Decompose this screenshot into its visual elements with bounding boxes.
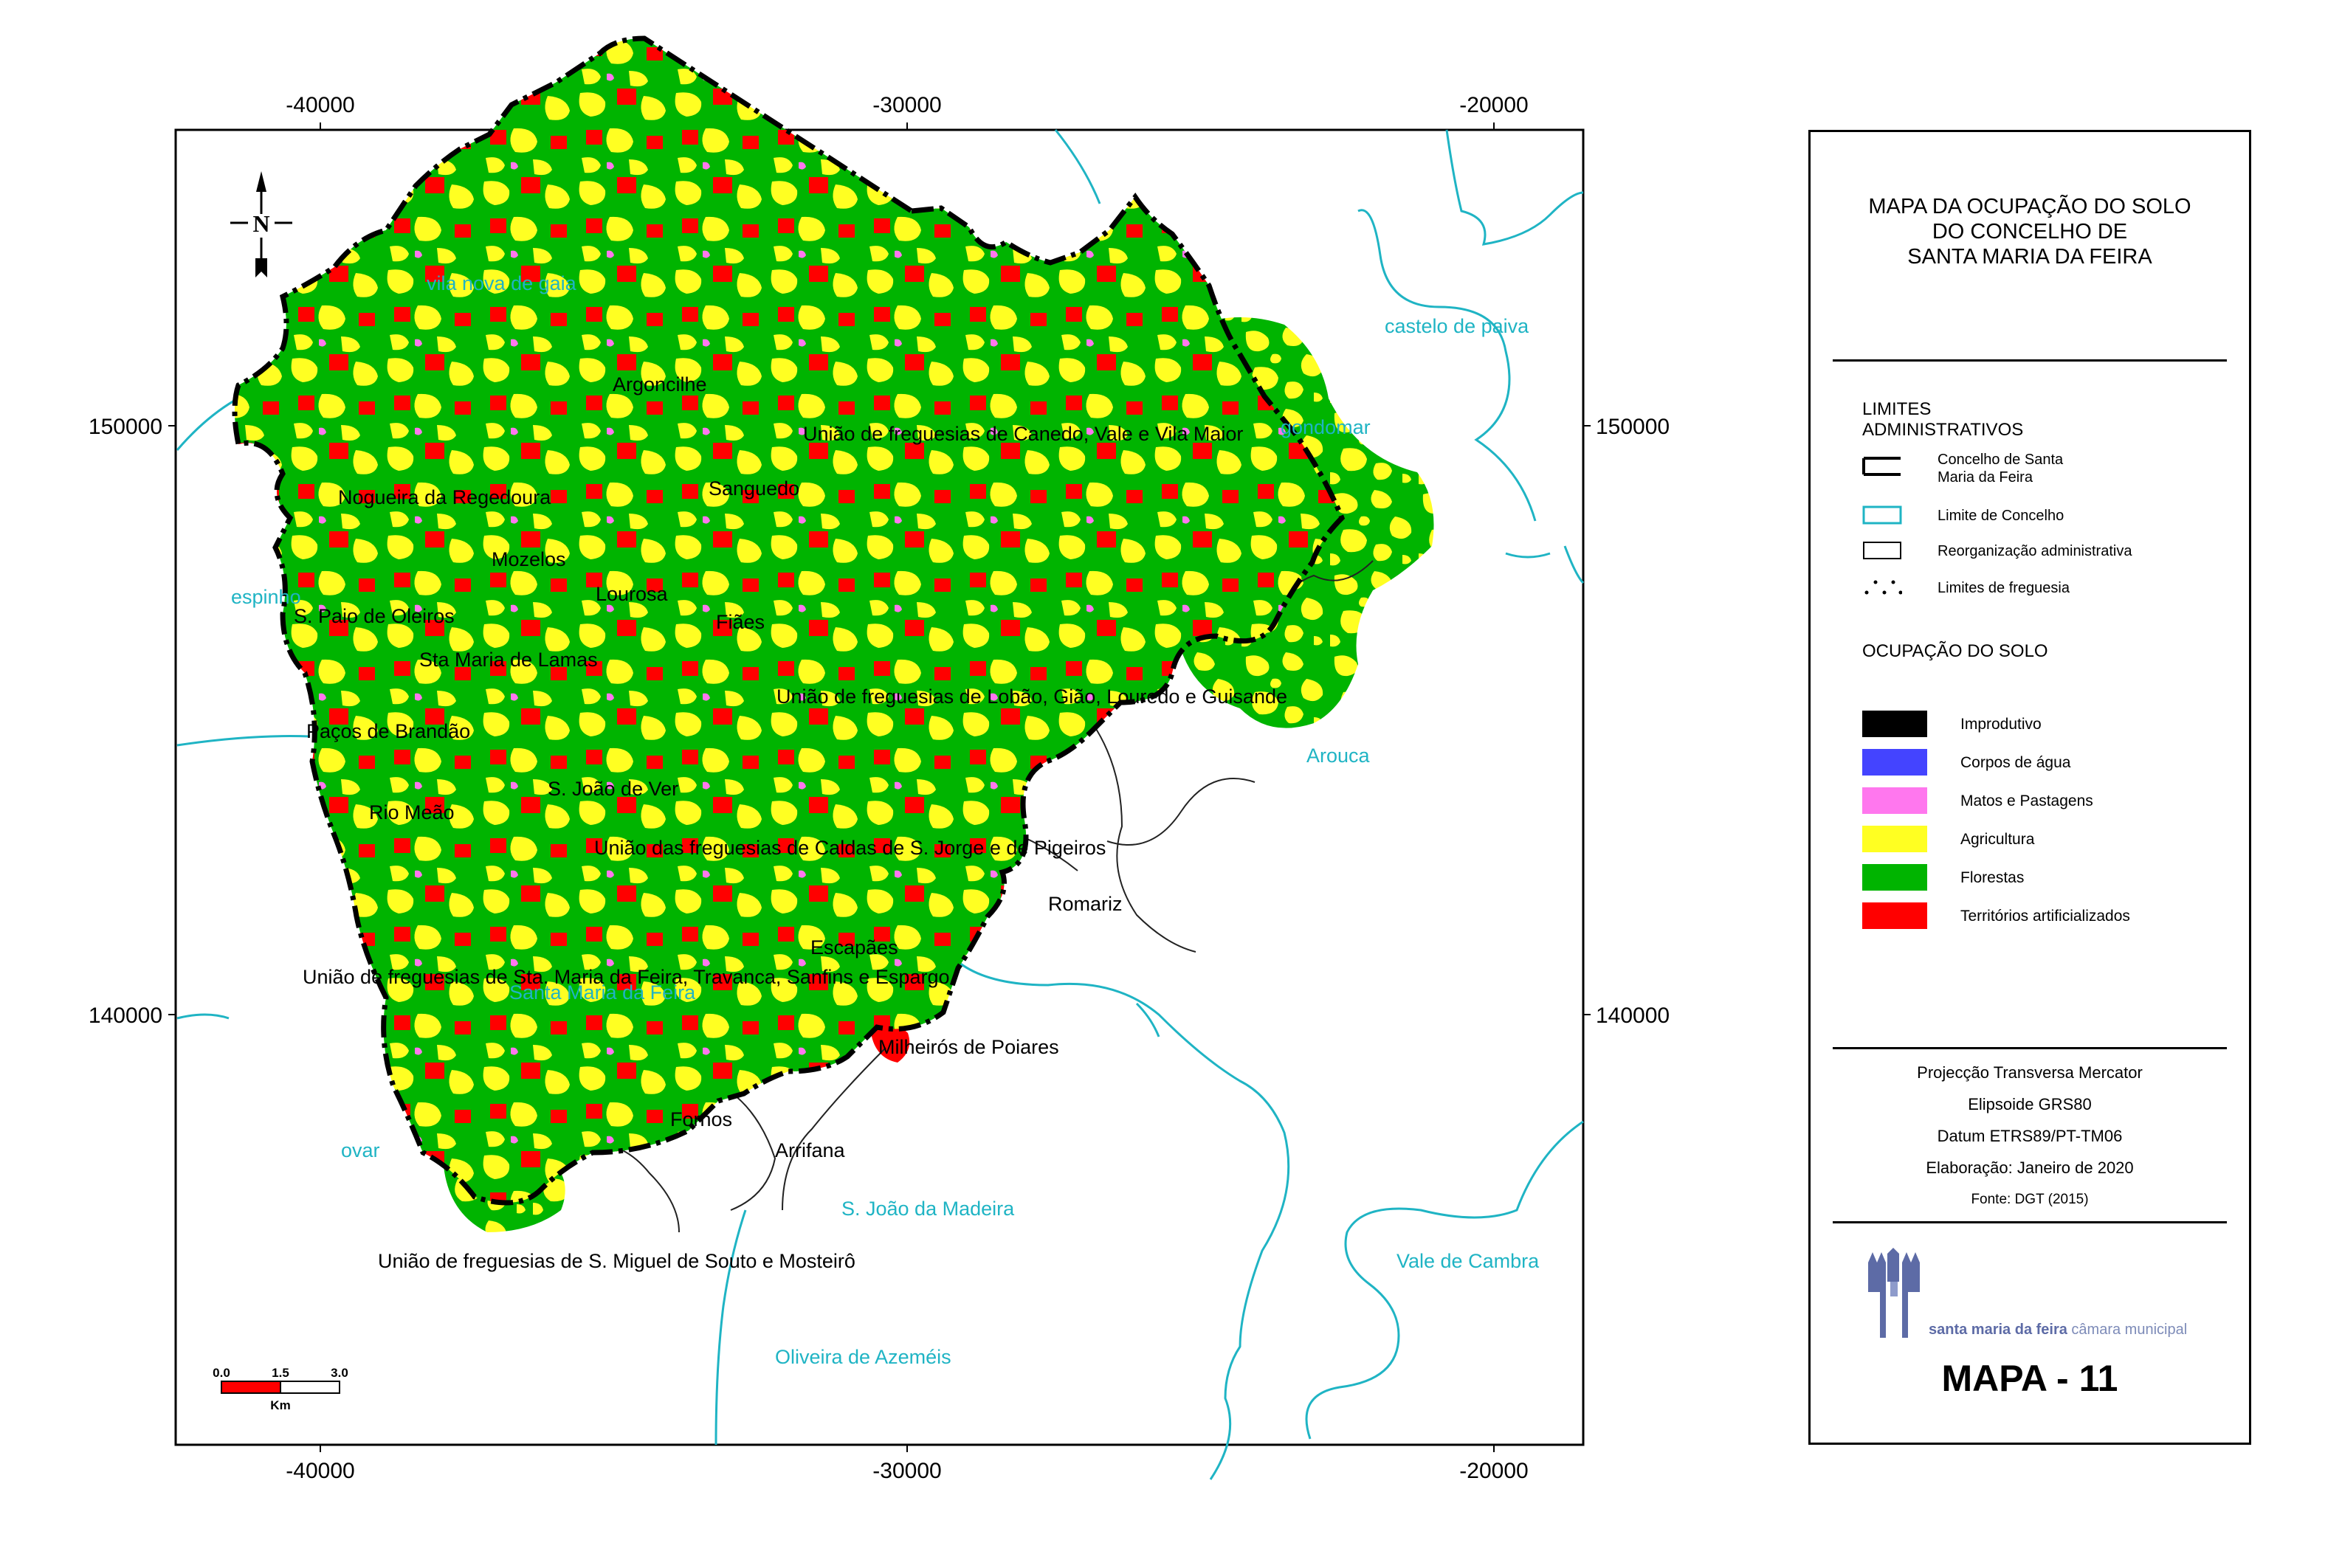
admin-item-parish: Limites de freguesia xyxy=(1862,573,2231,603)
municipality-label: Oliveira de Azeméis xyxy=(775,1346,951,1368)
y-tick-left-2: 140000 xyxy=(89,1004,162,1028)
municipality-label: ovar xyxy=(341,1139,380,1161)
parish-label: Milheirós de Poiares xyxy=(878,1036,1059,1058)
logo-wordmark: santa maria da feira câmara municipal xyxy=(1929,1322,2188,1338)
legend-title-line-3: SANTA MARIA DA FEIRA xyxy=(1907,245,2152,269)
municipality-label: castelo de paiva xyxy=(1385,315,1529,337)
x-tick-bottom-1: -40000 xyxy=(286,1459,354,1483)
parish-label: Argoncilhe xyxy=(613,373,707,396)
parish-line-icon xyxy=(1864,580,1902,595)
parish-label: União de freguesias de Lobão, Gião, Lour… xyxy=(776,685,1287,708)
parish-label: Mozelos xyxy=(492,548,566,570)
parish-label: Rio Meão xyxy=(369,801,455,823)
admin-item-municipal: Limite de Concelho xyxy=(1862,501,2231,531)
swatch xyxy=(1862,749,1927,776)
divider xyxy=(1833,1221,2227,1223)
county-line-icon xyxy=(1862,457,1901,476)
admin-heading-1: LIMITES xyxy=(1862,399,1932,419)
scale-tick: 3.0 xyxy=(331,1366,348,1380)
swatch xyxy=(1862,787,1927,814)
landuse-item-water: Corpos de água xyxy=(1862,749,2231,778)
x-axis-top xyxy=(168,122,1591,1452)
x-tick-top-2: -30000 xyxy=(872,93,941,117)
landuse-item-unproductive: Improdutivo xyxy=(1862,711,2231,740)
parish-label: S. Paio de Oleiros xyxy=(294,605,455,627)
y-tick-right-2: 140000 xyxy=(1596,1004,1670,1028)
divider xyxy=(1833,1047,2227,1049)
legend-title-line-1: MAPA DA OCUPAÇÃO DO SOLO xyxy=(1868,195,2191,218)
municipality-label: Vale de Cambra xyxy=(1396,1250,1540,1272)
parish-label: União de freguesias de Sta. Maria da Fei… xyxy=(303,966,950,988)
parish-label: Lourosa xyxy=(596,583,669,605)
parish-label: Escapães xyxy=(810,936,898,959)
landuse-item-agriculture: Agricultura xyxy=(1862,826,2231,855)
parish-label: Romariz xyxy=(1048,893,1123,915)
parish-label: União de freguesias de S. Miguel de Sout… xyxy=(378,1250,855,1272)
ellipsoid-info: Elipsoide GRS80 xyxy=(1968,1095,2092,1113)
swatch xyxy=(1862,864,1927,891)
north-label: N xyxy=(252,210,269,237)
parish-label: Paços de Brandão xyxy=(306,720,470,742)
landuse-item-scrub: Matos e Pastagens xyxy=(1862,787,2231,817)
parish-label: Sanguedo xyxy=(709,477,799,500)
parish-label: União de freguesias de Canedo, Vale e Vi… xyxy=(803,423,1243,445)
castle-logo-icon xyxy=(1868,1248,1920,1338)
swatch xyxy=(1862,711,1927,737)
scale-tick: 0.0 xyxy=(213,1366,230,1380)
divider xyxy=(1833,359,2227,362)
parish-label: Nogueira da Regedoura xyxy=(338,486,551,508)
parish-label: Fornos xyxy=(670,1108,732,1130)
scale-unit: Km xyxy=(270,1398,290,1412)
source-info: Fonte: DGT (2015) xyxy=(1971,1192,2089,1207)
municipality-label: Arouca xyxy=(1306,745,1371,767)
municipality-label: S. João da Madeira xyxy=(841,1198,1015,1220)
parish-label: Sta Maria de Lamas xyxy=(419,649,598,671)
municipality-label: vila nova de gaia xyxy=(427,272,577,294)
parish-label: Arrifana xyxy=(775,1139,846,1161)
datum-info: Datum ETRS89/PT-TM06 xyxy=(1937,1127,2123,1145)
municipality-label: espinho xyxy=(231,586,301,608)
legend-panel: MAPA DA OCUPAÇÃO DO SOLO DO CONCELHO DE … xyxy=(1808,130,2251,1445)
municipal-line-icon xyxy=(1862,505,1902,525)
swatch xyxy=(1862,902,1927,929)
scale-bar: 0.0 1.5 3.0 Km xyxy=(213,1366,348,1412)
parish-labels: Argoncilhe União de freguesias de Canedo… xyxy=(294,373,1287,1272)
x-tick-bottom-2: -30000 xyxy=(872,1459,941,1483)
x-tick-top-1: -40000 xyxy=(286,93,354,117)
reorganization-line-icon xyxy=(1863,542,1901,559)
admin-item-county: Concelho de Santa Maria da Feira xyxy=(1862,451,2231,486)
landuse-item-forest: Florestas xyxy=(1862,864,2231,894)
landuse-heading: OCUPAÇÃO DO SOLO xyxy=(1862,641,2048,661)
y-tick-left-1: 150000 xyxy=(89,415,162,439)
map-number: MAPA - 11 xyxy=(1941,1358,2118,1399)
north-arrow-icon: N xyxy=(230,171,292,277)
municipal-logo: santa maria da feira câmara municipal xyxy=(1862,1246,2217,1342)
date-info: Elaboração: Janeiro de 2020 xyxy=(1926,1158,2134,1177)
x-tick-top-3: -20000 xyxy=(1459,93,1528,117)
admin-heading-2: ADMINISTRATIVOS xyxy=(1862,420,2024,440)
y-tick-right-1: 150000 xyxy=(1596,415,1670,439)
parish-label: S. João de Ver xyxy=(548,778,678,800)
swatch xyxy=(1862,826,1927,852)
admin-item-reorganization: Reorganização administrativa xyxy=(1862,536,2231,566)
parish-label: Fiães xyxy=(716,611,765,633)
projection-info: Projecção Transversa Mercator xyxy=(1917,1063,2143,1082)
x-tick-bottom-3: -20000 xyxy=(1459,1459,1528,1483)
scale-tick: 1.5 xyxy=(272,1366,289,1380)
municipality-labels: vila nova de gaia castelo de paiva gondo… xyxy=(231,272,1540,1368)
municipality-label: gondomar xyxy=(1281,416,1371,438)
municipality-label: Santa Maria da Feira xyxy=(509,981,696,1004)
landuse-item-artificial: Territórios artificializados xyxy=(1862,902,2231,932)
parish-label: União das freguesias de Caldas de S. Jor… xyxy=(594,837,1106,859)
legend-title-line-2: DO CONCELHO DE xyxy=(1932,220,2128,244)
